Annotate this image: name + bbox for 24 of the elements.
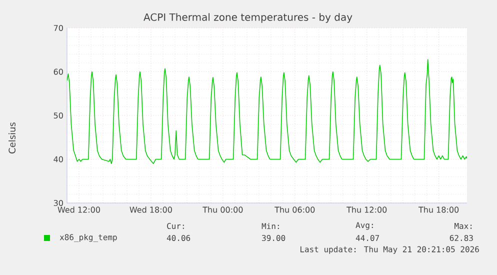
text: Max:	[454, 223, 472, 229]
y-tick-label: 60	[54, 68, 63, 75]
line-series	[67, 59, 467, 164]
x-tick-label: Wed 18:00	[130, 206, 172, 213]
x-tick-label: Thu 06:00	[274, 206, 315, 213]
x-tick-label: Thu 18:00	[418, 206, 459, 213]
y-tick-label: 30	[54, 200, 63, 206]
chart-title: ACPI Thermal zone temperatures - by day	[144, 13, 352, 23]
text: 62.83	[450, 234, 473, 242]
text: 39.00	[262, 234, 286, 242]
text: Min:	[262, 222, 279, 230]
text: Last update: Thu May 21 20:21:05 2026	[300, 246, 479, 254]
text: Cur:	[167, 222, 184, 230]
text: Avg:	[356, 222, 373, 230]
text: 40.06	[166, 234, 190, 242]
y-axis-title: Celsius	[8, 122, 16, 154]
legend-label: x86_pkg_temp	[60, 234, 117, 242]
y-tick-label: 50	[54, 112, 63, 119]
y-tick-label: 70	[54, 24, 63, 32]
x-tick-label: Thu 00:00	[202, 206, 243, 213]
x-tick-label: Thu 12:00	[346, 206, 387, 213]
y-tick-label: 40	[54, 156, 63, 162]
x-tick-label: Wed 12:00	[58, 206, 100, 213]
text: 44.07	[356, 234, 380, 242]
